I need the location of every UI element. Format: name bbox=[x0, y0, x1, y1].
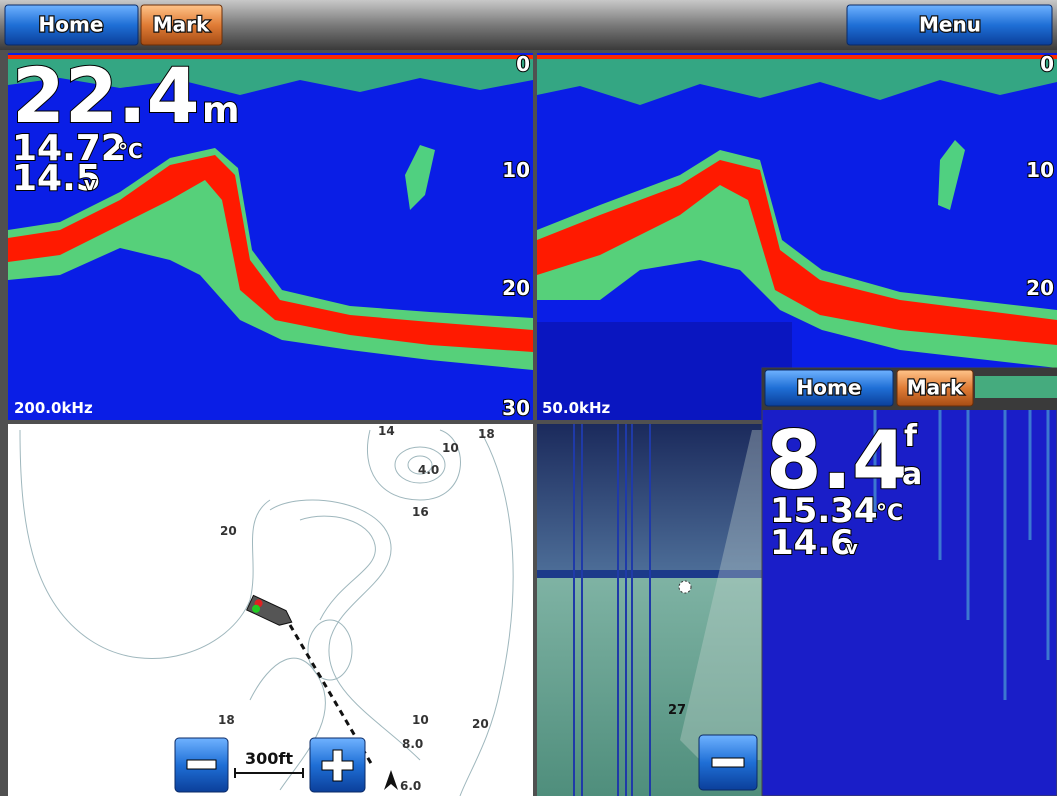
depth-scale-label: 20 bbox=[502, 276, 530, 300]
button-bg bbox=[846, 4, 1053, 46]
contour-line bbox=[459, 429, 514, 796]
inset-home-button[interactable]: Home bbox=[764, 369, 894, 407]
temperature-readout: 14.72 bbox=[12, 128, 126, 169]
depth-scale-label: 10 bbox=[502, 158, 530, 182]
bottom-return bbox=[8, 155, 533, 352]
mark-button[interactable]: Mark bbox=[140, 4, 223, 46]
button-bg bbox=[896, 369, 974, 407]
sonar-left: 22.4 m 14.72 °C 14.5 v 0 10 20 30 200.0k… bbox=[8, 50, 533, 421]
contour-label: 16 bbox=[412, 505, 429, 519]
button-bg bbox=[140, 4, 223, 46]
depth-label: 27 bbox=[668, 703, 686, 718]
depth-unit-bottom: a bbox=[902, 457, 922, 492]
button-label: Mark bbox=[153, 13, 210, 37]
contour-line bbox=[19, 429, 271, 660]
scale-bar bbox=[234, 768, 304, 778]
perspective-view: 27 bbox=[537, 424, 762, 796]
depth-readout: 22.4 bbox=[12, 51, 200, 140]
sonar-right: 0 10 20 50.0kHz bbox=[537, 51, 1057, 420]
surface-return bbox=[537, 55, 1057, 59]
fish-school bbox=[405, 145, 435, 210]
depth-scale-label: 30 bbox=[502, 396, 530, 420]
depth-readout: 8.4 bbox=[766, 414, 908, 507]
surface-clutter bbox=[975, 376, 1057, 398]
temperature-unit: °C bbox=[118, 139, 143, 163]
inset-mark-button[interactable]: Mark bbox=[896, 369, 974, 407]
button-label: Mark bbox=[907, 376, 964, 400]
sonar-streaks bbox=[873, 410, 1050, 700]
button-label: Home bbox=[797, 376, 862, 400]
boat-light bbox=[252, 604, 261, 613]
voltage-unit: v bbox=[84, 174, 96, 195]
zoom-out-button[interactable] bbox=[698, 734, 758, 791]
voltage-readout: 14.5 bbox=[12, 158, 101, 199]
minus-glyph bbox=[711, 757, 745, 768]
frequency-label: 50.0kHz bbox=[542, 399, 611, 417]
plus-glyph bbox=[321, 749, 354, 782]
contour-label: 18 bbox=[218, 713, 235, 727]
home-button[interactable]: Home bbox=[4, 4, 139, 46]
minus-glyph bbox=[186, 759, 217, 770]
contour-line bbox=[269, 499, 421, 761]
contour-line bbox=[249, 657, 326, 791]
depth-scale-label: 20 bbox=[1026, 276, 1054, 300]
depth-scale-label: 10 bbox=[1026, 158, 1054, 182]
contour-line bbox=[299, 515, 376, 621]
scale-label: 300ft bbox=[245, 749, 293, 768]
inset-background bbox=[761, 367, 1057, 796]
frequency-label: 200.0kHz bbox=[14, 399, 93, 417]
button-label: Menu bbox=[919, 13, 981, 37]
surface-clutter bbox=[537, 59, 1057, 105]
voltage-unit: v bbox=[846, 538, 858, 559]
contour-label: 4.0 bbox=[418, 463, 439, 477]
contour-line bbox=[366, 429, 461, 501]
temperature-unit: °C bbox=[876, 501, 903, 526]
fish-school bbox=[938, 140, 965, 210]
contour-label: 8.0 bbox=[402, 737, 423, 751]
waypoint bbox=[678, 580, 692, 594]
contour-label: 6.0 bbox=[400, 779, 421, 793]
menu-button[interactable]: Menu bbox=[846, 4, 1053, 46]
bottom-return bbox=[537, 160, 1057, 345]
depth-scale-label: 0 bbox=[516, 52, 530, 76]
surface-clutter bbox=[8, 59, 533, 95]
depth-unit-top: f bbox=[904, 419, 918, 454]
contour-label: 20 bbox=[472, 717, 489, 731]
contour-line bbox=[307, 619, 353, 681]
contour-line bbox=[407, 455, 433, 475]
contour-label: 10 bbox=[442, 441, 459, 455]
depth-unit: m bbox=[202, 90, 240, 131]
depth-lines bbox=[573, 424, 651, 796]
contour-label: 10 bbox=[412, 713, 429, 727]
boat-icon bbox=[246, 594, 293, 626]
contour-line bbox=[394, 446, 446, 484]
button-bg bbox=[4, 4, 139, 46]
north-arrow bbox=[384, 770, 398, 790]
zoom-out-button[interactable] bbox=[174, 737, 229, 793]
inset-screen: Home Mark 8.4 f a 15.34 °C 14.6 v bbox=[761, 367, 1057, 796]
contour-label: 14 bbox=[378, 424, 395, 438]
sonar-water-history bbox=[537, 322, 792, 420]
button-label: Home bbox=[39, 13, 104, 37]
zoom-in-button[interactable] bbox=[309, 737, 366, 793]
contour-label: 18 bbox=[478, 427, 495, 441]
surface-return bbox=[8, 55, 533, 59]
depth-scale-label: 0 bbox=[1040, 52, 1054, 76]
contour-label: 20 bbox=[220, 524, 237, 538]
button-bg bbox=[764, 369, 894, 407]
navigation-map: 14 10 18 4.0 16 20 18 10 20 8.0 6.0 300f… bbox=[8, 424, 533, 796]
temperature-readout: 15.34 bbox=[770, 491, 878, 531]
voltage-readout: 14.6 bbox=[770, 523, 854, 563]
sonar-cone bbox=[680, 430, 762, 760]
